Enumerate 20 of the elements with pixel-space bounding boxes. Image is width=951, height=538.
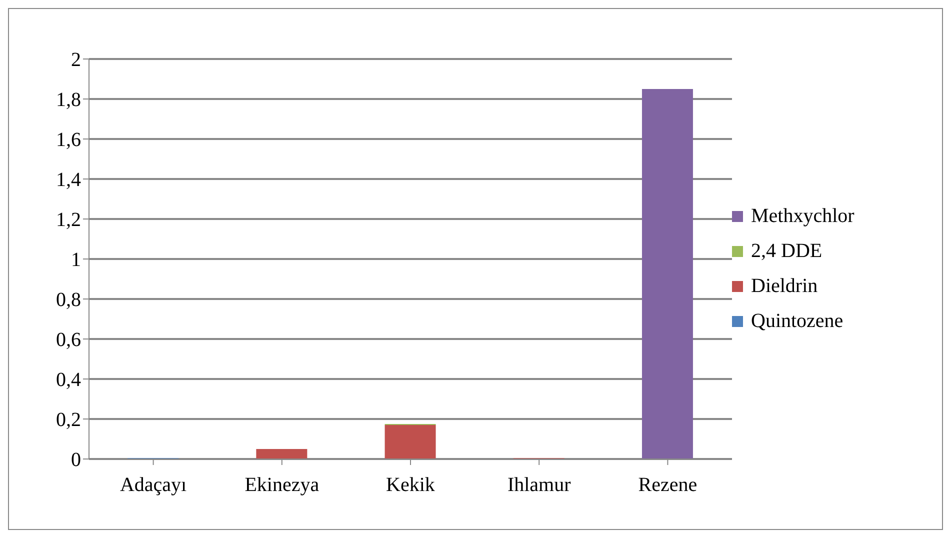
- legend-label: Dieldrin: [751, 275, 818, 298]
- x-tick-label: Adaçayı: [120, 474, 188, 496]
- legend-label: Quintozene: [751, 310, 844, 333]
- legend-label: Methxychlor: [751, 205, 854, 228]
- x-tick-label: Rezene: [638, 474, 698, 496]
- y-tick-label: 1,6: [56, 129, 81, 152]
- y-tick-label: 1,8: [56, 89, 81, 112]
- x-tick-label: Kekik: [386, 474, 435, 496]
- x-tick-label: Ihlamur: [507, 474, 572, 496]
- y-tick-label: 1,2: [56, 209, 81, 232]
- y-tick-label: 0,4: [56, 369, 81, 392]
- x-tick-label: Ekinezya: [244, 474, 320, 496]
- y-tick-label: 0,8: [56, 289, 81, 312]
- y-tick-label: 0: [71, 449, 81, 472]
- y-tick-label: 0,2: [56, 409, 81, 432]
- y-tick-label: 2: [71, 49, 81, 72]
- y-tick-label: 0,6: [56, 329, 81, 352]
- legend-label: 2,4 DDE: [751, 240, 822, 263]
- y-tick-label: 1,4: [56, 169, 81, 192]
- y-tick-label: 1: [71, 249, 81, 272]
